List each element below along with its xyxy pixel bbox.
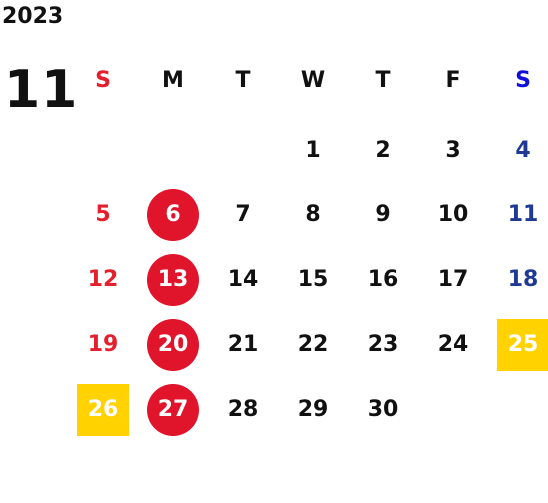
day-10: 10 (437, 202, 469, 227)
day-17: 17 (437, 267, 469, 292)
day-20: 20 (147, 319, 199, 371)
month-number: 11 (4, 60, 79, 120)
day-30: 30 (367, 397, 399, 422)
day-1: 1 (305, 138, 321, 163)
day-2: 2 (375, 138, 391, 163)
day-8: 8 (305, 202, 321, 227)
day-27: 27 (147, 384, 199, 436)
day-26: 26 (77, 384, 129, 436)
day-9: 9 (375, 202, 391, 227)
day-22: 22 (297, 332, 329, 357)
day-7: 7 (235, 202, 251, 227)
day-28: 28 (227, 397, 259, 422)
day-18: 18 (507, 267, 539, 292)
day-24: 24 (437, 332, 469, 357)
day-29: 29 (297, 397, 329, 422)
day-11: 11 (507, 202, 539, 227)
day-14: 14 (227, 267, 259, 292)
weekday-3: W (300, 68, 326, 93)
day-4: 4 (515, 138, 531, 163)
day-19: 19 (87, 332, 119, 357)
weekday-6: S (515, 68, 531, 93)
weekday-1: M (162, 68, 184, 93)
weekday-5: F (445, 68, 461, 93)
weekday-0: S (95, 68, 111, 93)
day-23: 23 (367, 332, 399, 357)
weekday-2: T (235, 68, 251, 93)
day-21: 21 (227, 332, 259, 357)
weekday-4: T (375, 68, 391, 93)
day-15: 15 (297, 267, 329, 292)
day-13: 13 (147, 254, 199, 306)
day-5: 5 (95, 202, 111, 227)
day-6: 6 (147, 189, 199, 241)
day-16: 16 (367, 267, 399, 292)
day-3: 3 (445, 138, 461, 163)
day-12: 12 (87, 267, 119, 292)
year-label: 2023 (2, 4, 64, 29)
day-25: 25 (497, 319, 548, 371)
